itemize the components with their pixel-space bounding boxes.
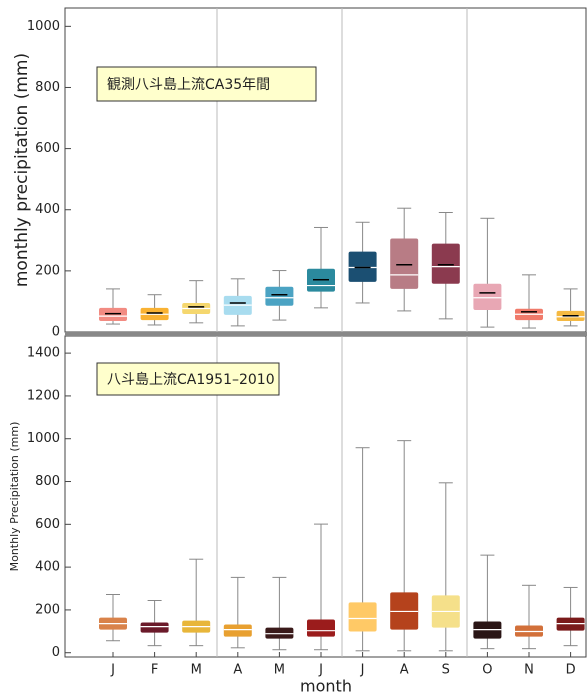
x-tick-label: J bbox=[360, 663, 365, 678]
box bbox=[348, 251, 377, 282]
box bbox=[307, 619, 335, 637]
y-tick-label: 1200 bbox=[27, 388, 60, 403]
x-tick-label: J bbox=[110, 663, 115, 678]
annotation: 観測八斗島上流CA35年間 bbox=[107, 76, 270, 93]
box bbox=[223, 624, 252, 637]
x-tick-label: D bbox=[566, 663, 576, 678]
x-tick-label: F bbox=[151, 663, 158, 678]
x-tick-label: M bbox=[191, 663, 202, 678]
y-tick-label: 400 bbox=[35, 560, 60, 575]
box bbox=[348, 602, 377, 632]
y-tick-label: 800 bbox=[35, 474, 60, 489]
x-tick-label: A bbox=[233, 663, 242, 678]
box bbox=[473, 283, 502, 310]
y-tick-label: 1400 bbox=[27, 346, 60, 361]
box bbox=[431, 243, 460, 284]
y-tick-label: 1000 bbox=[27, 19, 60, 34]
y-tick-label: 600 bbox=[35, 517, 60, 532]
x-tick-label: N bbox=[524, 663, 534, 678]
y-tick-label: 1000 bbox=[27, 431, 60, 446]
x-tick-label: J bbox=[318, 663, 323, 678]
y-tick-label: 800 bbox=[35, 80, 60, 95]
annotation-box bbox=[96, 362, 280, 396]
y-axis-label: monthly precipitation (mm) bbox=[12, 53, 32, 287]
annotation: 八斗島上流CA1951–2010 bbox=[107, 372, 275, 388]
box bbox=[140, 622, 169, 633]
y-axis-label: Monthly Precipitation (mm) bbox=[8, 422, 21, 572]
y-tick-label: 200 bbox=[35, 602, 60, 617]
y-tick-label: 0 bbox=[52, 645, 60, 660]
y-tick-label: 0 bbox=[52, 325, 60, 340]
y-tick-label: 600 bbox=[35, 141, 60, 156]
annotation-box bbox=[96, 66, 317, 102]
x-tick-label: M bbox=[274, 663, 285, 678]
box bbox=[265, 286, 294, 306]
x-axis-label: month bbox=[300, 677, 352, 695]
x-tick-label: S bbox=[442, 663, 450, 678]
x-tick-label: A bbox=[400, 663, 409, 678]
box bbox=[99, 307, 127, 321]
box bbox=[390, 238, 419, 289]
y-tick-label: 200 bbox=[35, 263, 60, 278]
y-tick-label: 400 bbox=[35, 202, 60, 217]
x-tick-label: O bbox=[482, 663, 492, 678]
